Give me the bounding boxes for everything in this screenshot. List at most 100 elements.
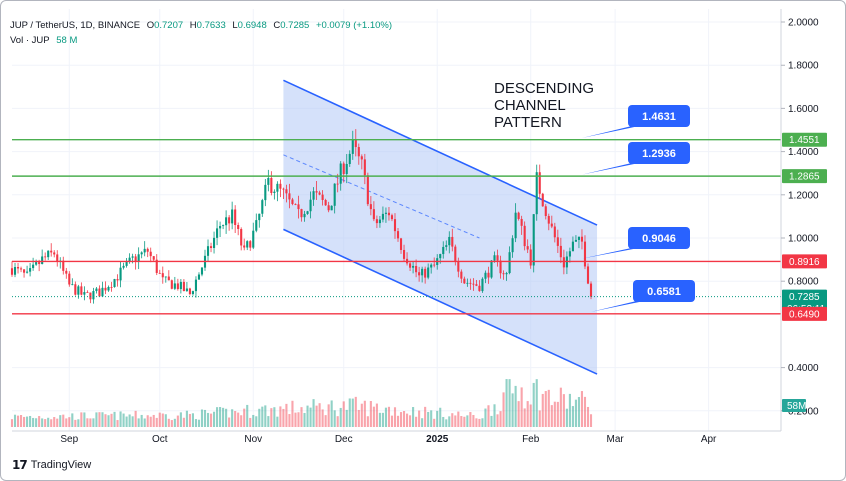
- candle-body: [399, 238, 403, 250]
- candle-body: [107, 287, 110, 291]
- badge-resistance-mid-bg: [782, 169, 827, 184]
- candle-body: [433, 264, 436, 266]
- volume-bar: [47, 417, 50, 427]
- candle-body: [222, 225, 225, 227]
- volume-bar: [345, 409, 348, 427]
- volume-bar: [261, 406, 264, 427]
- candle-body: [502, 273, 505, 275]
- tradingview-icon: 𝟭𝟳: [12, 458, 28, 472]
- candle-body: [535, 172, 538, 215]
- volume-bar: [535, 379, 538, 427]
- candle-body: [445, 245, 448, 247]
- candle-body: [583, 241, 587, 267]
- candle-body: [128, 257, 131, 262]
- candle-body: [161, 273, 164, 278]
- candle-body: [508, 252, 511, 274]
- candle-body: [137, 254, 140, 263]
- candle-body: [363, 159, 366, 176]
- volume-bar: [194, 419, 198, 427]
- volume-bar: [517, 401, 520, 427]
- candle-body: [339, 163, 342, 184]
- candle-body: [469, 282, 472, 284]
- tradingview-logo[interactable]: 𝟭𝟳 TradingView: [12, 458, 91, 472]
- volume-bar: [50, 419, 53, 427]
- candle-body: [544, 206, 547, 216]
- volume-bar: [200, 409, 204, 427]
- volume-bar: [309, 407, 312, 427]
- candle-body: [526, 246, 529, 250]
- candle-body: [372, 209, 375, 220]
- volume-bar: [149, 416, 152, 427]
- volume-bar: [324, 415, 327, 427]
- volume-bar: [342, 401, 345, 427]
- volume-bar: [29, 415, 32, 427]
- candle-body: [219, 226, 222, 229]
- candle-body: [333, 183, 336, 206]
- candle-body: [53, 252, 56, 255]
- volume-bar: [442, 416, 445, 427]
- candle-body: [101, 287, 104, 297]
- candle-body: [412, 265, 415, 268]
- callout-box: [633, 280, 695, 302]
- candle-body: [556, 237, 559, 246]
- candle-body: [83, 292, 86, 295]
- candle-body: [249, 241, 252, 248]
- y-tick-label: 1.0000: [788, 234, 819, 245]
- volume-bar: [258, 408, 261, 427]
- volume-bar: [206, 412, 210, 427]
- volume-bar: [225, 408, 228, 427]
- volume-bar: [19, 415, 23, 427]
- callout-pointer: [581, 125, 644, 138]
- volume-bar: [544, 391, 547, 427]
- candle-body: [240, 229, 243, 246]
- axes: 2.0000 1.8000 1.6000 1.4000 1.2000 1.0000 0.80…: [12, 9, 827, 445]
- volume-bar: [520, 387, 523, 427]
- volume-bar: [402, 411, 406, 427]
- candle-body: [427, 267, 430, 278]
- candle-body: [282, 188, 285, 190]
- volume-bar: [212, 411, 216, 427]
- candle-body: [466, 282, 469, 284]
- volume-bar: [74, 419, 77, 427]
- volume-bar: [312, 399, 315, 427]
- volume-bar: [279, 406, 282, 427]
- volume-bar: [547, 389, 550, 427]
- volume-bar: [484, 408, 487, 427]
- candle-body: [390, 215, 394, 220]
- candle-body: [330, 205, 333, 211]
- candle-body: [149, 251, 152, 257]
- candle-body: [216, 228, 219, 238]
- volume-bar: [399, 412, 403, 427]
- volume-label[interactable]: Vol · JUP: [10, 35, 50, 46]
- candle-body: [297, 204, 300, 210]
- volume-bar: [62, 414, 65, 427]
- volume-bar: [104, 414, 107, 427]
- candle-body: [65, 270, 68, 274]
- candle-body: [285, 189, 288, 194]
- candle-body: [68, 273, 71, 285]
- volume-bar: [303, 412, 306, 427]
- volume-bar: [327, 404, 330, 427]
- volume-bar: [372, 406, 375, 427]
- volume-bar: [514, 385, 517, 427]
- candle-body: [32, 264, 35, 269]
- y-tick-label: 0.8000: [788, 277, 819, 288]
- x-tick-label: 2025: [426, 434, 449, 445]
- volume-bar: [460, 416, 463, 427]
- volume-bar: [505, 379, 508, 427]
- volume-bar: [161, 413, 164, 427]
- volume-bar: [451, 413, 454, 427]
- candle-body: [303, 213, 306, 218]
- candle-body: [354, 139, 357, 148]
- candle-body: [357, 147, 360, 157]
- candle-body: [252, 230, 255, 248]
- volume-value: 58 M: [56, 35, 78, 46]
- volume-bar: [137, 418, 140, 427]
- callout-box: [628, 142, 690, 164]
- candle-body: [309, 199, 312, 212]
- volume-bar: [339, 407, 342, 427]
- candle-body: [336, 183, 339, 185]
- symbol-title[interactable]: JUP / TetherUS, 1D, BINANCE: [10, 20, 141, 31]
